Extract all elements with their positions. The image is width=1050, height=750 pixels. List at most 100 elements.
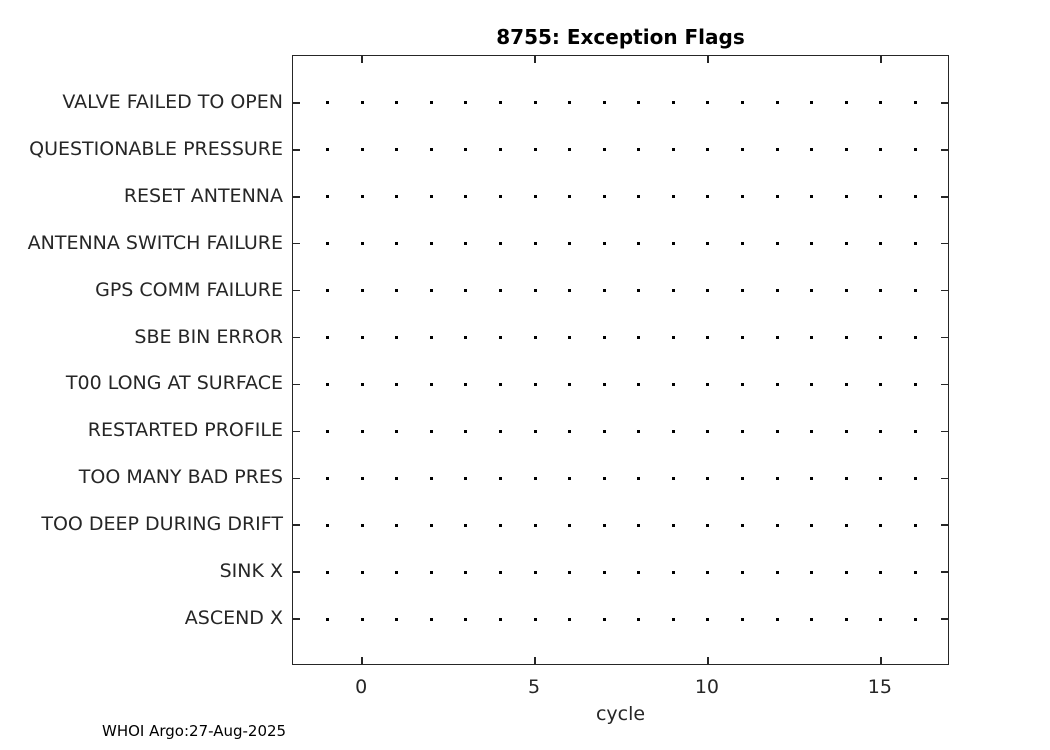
data-point	[464, 476, 468, 480]
y-tick-mark	[293, 336, 300, 339]
x-tick-mark	[880, 657, 882, 664]
data-point	[498, 195, 502, 199]
data-point	[775, 195, 779, 199]
data-point	[360, 523, 364, 527]
data-point	[498, 523, 502, 527]
data-point	[775, 523, 779, 527]
data-point	[671, 289, 675, 293]
y-axis-label: T00 LONG AT SURFACE	[65, 372, 283, 395]
data-point	[395, 336, 399, 340]
data-point	[533, 617, 537, 621]
data-point	[568, 382, 572, 386]
y-tick-mark	[293, 430, 300, 433]
y-tick-mark	[293, 524, 300, 526]
data-point	[533, 195, 537, 199]
data-point	[429, 148, 433, 152]
data-point	[810, 101, 814, 105]
y-axis-label: ANTENNA SWITCH FAILURE	[27, 231, 283, 254]
data-point	[706, 570, 710, 574]
y-tick-mark	[293, 571, 300, 573]
data-point	[879, 476, 883, 480]
y-tick-mark	[293, 242, 300, 245]
data-point	[326, 336, 330, 340]
x-tick-mark	[534, 657, 536, 664]
data-point	[671, 148, 675, 152]
data-point	[844, 148, 848, 152]
data-point	[464, 382, 468, 386]
data-point	[602, 476, 606, 480]
data-point	[429, 382, 433, 386]
data-point	[775, 476, 779, 480]
data-point	[913, 195, 917, 199]
data-point	[913, 382, 917, 386]
y-tick-mark	[293, 289, 300, 292]
x-tick-mark	[880, 56, 882, 63]
data-point	[326, 617, 330, 621]
data-point	[741, 242, 745, 246]
data-point	[741, 336, 745, 340]
data-point	[810, 617, 814, 621]
data-point	[913, 148, 917, 152]
data-point	[671, 429, 675, 433]
y-axis-label: SINK X	[219, 560, 283, 583]
data-point	[326, 476, 330, 480]
data-point	[395, 242, 399, 246]
data-point	[810, 195, 814, 199]
data-point	[844, 242, 848, 246]
data-point	[706, 101, 710, 105]
data-point	[706, 195, 710, 199]
data-point	[602, 382, 606, 386]
data-point	[741, 195, 745, 199]
data-point	[464, 289, 468, 293]
x-tick-mark	[534, 56, 536, 63]
data-point	[844, 336, 848, 340]
data-point	[810, 289, 814, 293]
data-point	[741, 289, 745, 293]
data-point	[464, 336, 468, 340]
data-point	[810, 429, 814, 433]
data-point	[775, 429, 779, 433]
data-point	[913, 101, 917, 105]
data-point	[533, 242, 537, 246]
data-point	[706, 148, 710, 152]
data-point	[879, 242, 883, 246]
data-point	[913, 570, 917, 574]
y-tick-mark	[941, 289, 948, 292]
y-tick-mark	[941, 149, 948, 151]
data-point	[429, 570, 433, 574]
data-point	[637, 523, 641, 527]
y-axis-label: GPS COMM FAILURE	[95, 278, 283, 301]
data-point	[637, 195, 641, 199]
data-point	[706, 242, 710, 246]
data-point	[464, 523, 468, 527]
data-point	[775, 336, 779, 340]
data-point	[429, 242, 433, 246]
y-tick-mark	[293, 149, 300, 151]
data-point	[913, 289, 917, 293]
data-point	[844, 195, 848, 199]
data-point	[879, 289, 883, 293]
data-point	[671, 242, 675, 246]
data-point	[533, 429, 537, 433]
data-point	[810, 570, 814, 574]
data-point	[844, 617, 848, 621]
data-point	[741, 476, 745, 480]
data-point	[775, 242, 779, 246]
data-point	[533, 289, 537, 293]
data-point	[464, 148, 468, 152]
data-point	[429, 476, 433, 480]
data-point	[464, 617, 468, 621]
y-tick-mark	[293, 477, 300, 480]
data-point	[429, 195, 433, 199]
y-axis-label: ASCEND X	[184, 607, 283, 630]
data-point	[637, 617, 641, 621]
data-point	[533, 101, 537, 105]
data-point	[671, 195, 675, 199]
data-point	[568, 101, 572, 105]
data-point	[913, 429, 917, 433]
data-point	[533, 382, 537, 386]
data-point	[741, 148, 745, 152]
data-point	[568, 617, 572, 621]
data-point	[568, 336, 572, 340]
y-tick-mark	[941, 618, 948, 620]
